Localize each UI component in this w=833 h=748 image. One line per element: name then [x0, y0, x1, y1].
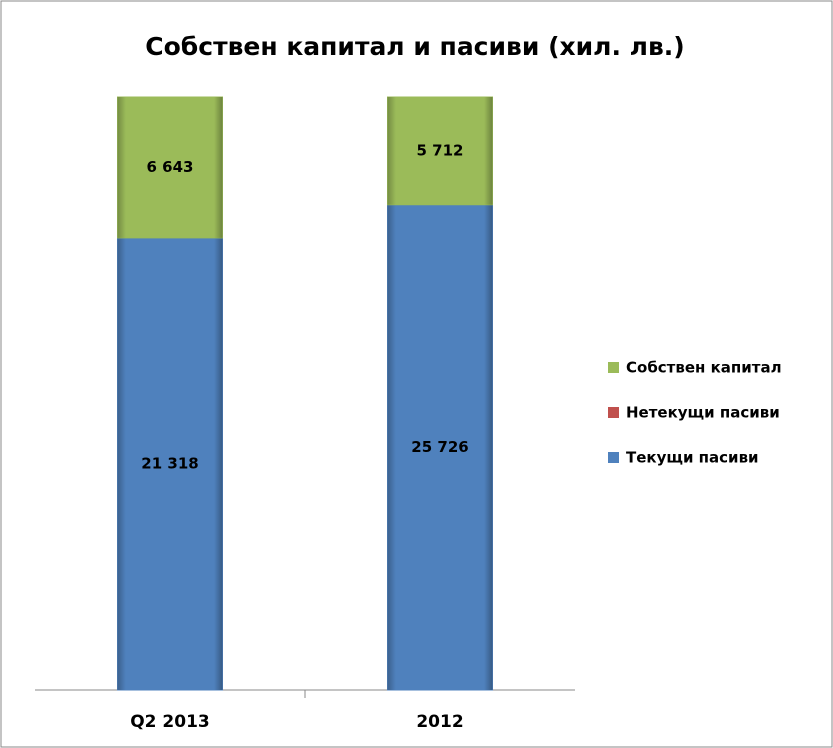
x-tick-label: Q2 2013	[130, 712, 210, 732]
data-label: 21 318	[141, 454, 198, 472]
bar-bevel	[117, 237, 223, 690]
legend-swatch	[608, 452, 619, 463]
legend-label: Собствен капитал	[626, 359, 782, 377]
bar-bevel	[117, 97, 223, 238]
chart-title: Собствен капитал и пасиви (хил. лв.)	[145, 32, 684, 61]
legend-swatch	[608, 407, 619, 418]
data-label: 6 643	[147, 158, 194, 176]
data-label: 25 726	[411, 438, 468, 456]
data-label: 5 712	[417, 141, 464, 159]
legend-swatch	[608, 362, 619, 373]
bar-bevel	[387, 204, 493, 690]
legend-label: Нетекущи пасиви	[626, 404, 780, 422]
x-tick-label: 2012	[416, 712, 463, 732]
bar-bevel	[387, 97, 493, 205]
legend-label: Текущи пасиви	[626, 449, 759, 467]
